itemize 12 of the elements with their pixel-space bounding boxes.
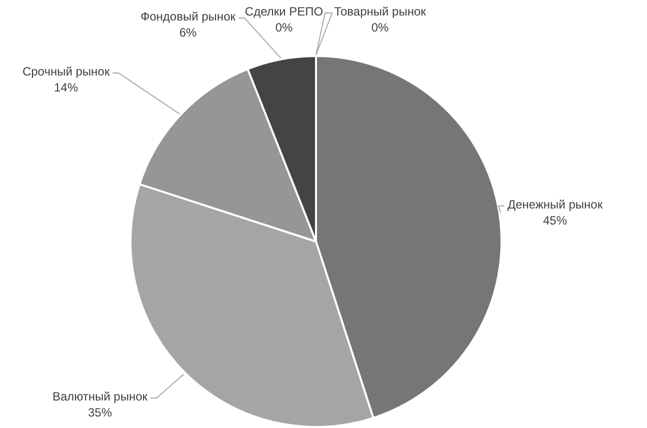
data-label: 35% <box>88 405 112 420</box>
data-label: 6% <box>179 25 197 40</box>
text: 0% <box>275 20 293 34</box>
category-label: Сделки РЕПО <box>244 4 324 18</box>
category-label: Товарный рынок <box>334 4 426 18</box>
data-label: 45% <box>542 213 568 228</box>
data-label: 14% <box>54 80 78 94</box>
text: 0% <box>371 20 389 34</box>
slice-label: Денежный рынок <box>507 197 604 212</box>
slice-label: Валютный рынок <box>52 389 148 404</box>
slice-label: Фондовый рынок <box>140 9 236 24</box>
slice-label: Срочный рынок <box>22 64 110 78</box>
